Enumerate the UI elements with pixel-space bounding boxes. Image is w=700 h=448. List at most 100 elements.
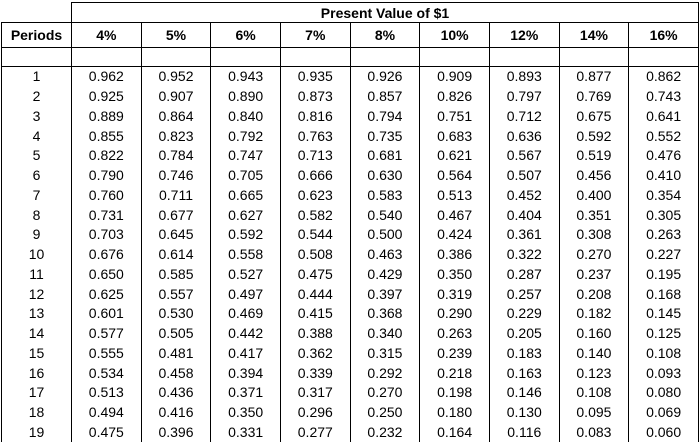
- value-cell: 0.823: [140, 126, 212, 146]
- data-row: 15 0.555 0.481 0.417 0.362 0.315 0.239 0.183 0.1…: [1, 343, 699, 364]
- value-cell: 0.394: [210, 363, 281, 383]
- value-cell: 0.592: [558, 126, 630, 146]
- period-cell: 8: [1, 205, 72, 225]
- empty-cell: [210, 47, 281, 67]
- value-cell: 0.623: [279, 185, 351, 206]
- value-cell: 0.257: [488, 284, 560, 304]
- value-cell: 0.080: [628, 383, 699, 403]
- value-cell: 0.250: [349, 402, 421, 423]
- value-cell: 0.388: [279, 323, 351, 344]
- value-cell: 0.290: [419, 304, 490, 324]
- value-cell: 0.108: [558, 383, 630, 403]
- header-cell: Periods: [1, 22, 72, 48]
- value-cell: 0.351: [558, 205, 630, 225]
- value-cell: 0.712: [488, 106, 560, 127]
- value-cell: 0.475: [279, 264, 351, 285]
- value-cell: 0.862: [628, 65, 699, 87]
- value-cell: 0.195: [628, 264, 699, 285]
- value-cell: 0.889: [71, 106, 142, 127]
- header-cell: 4%: [71, 22, 142, 48]
- data-row: 12 0.625 0.557 0.497 0.444 0.397 0.319 0.257 0.2…: [1, 284, 699, 304]
- value-cell: 0.666: [279, 165, 351, 186]
- value-cell: 0.108: [628, 343, 699, 364]
- value-cell: 0.855: [71, 126, 142, 146]
- period-cell: 3: [1, 106, 72, 127]
- value-cell: 0.497: [210, 284, 281, 304]
- value-cell: 0.415: [279, 304, 351, 324]
- value-cell: 0.840: [210, 106, 281, 127]
- value-cell: 0.339: [279, 363, 351, 383]
- value-cell: 0.557: [140, 284, 212, 304]
- value-cell: 0.319: [419, 284, 490, 304]
- value-cell: 0.400: [558, 185, 630, 206]
- empty-cell: [349, 47, 421, 67]
- value-cell: 0.361: [488, 225, 560, 245]
- data-row: 19 0.475 0.396 0.331 0.277 0.232 0.164 0.116 0.0…: [1, 422, 699, 443]
- value-cell: 0.270: [558, 244, 630, 265]
- value-cell: 0.180: [419, 402, 490, 423]
- value-cell: 0.208: [558, 284, 630, 304]
- value-cell: 0.305: [628, 205, 699, 225]
- value-cell: 0.743: [628, 86, 699, 107]
- value-cell: 0.296: [279, 402, 351, 423]
- value-cell: 0.555: [71, 343, 142, 364]
- value-cell: 0.751: [419, 106, 490, 127]
- value-cell: 0.263: [628, 225, 699, 245]
- value-cell: 0.444: [279, 284, 351, 304]
- data-row: 4 0.855 0.823 0.792 0.763 0.735 0.683 0.636 0.59…: [1, 126, 699, 146]
- value-cell: 0.935: [279, 65, 351, 87]
- value-cell: 0.703: [71, 225, 142, 245]
- empty-cell: [71, 47, 142, 67]
- value-cell: 0.350: [210, 402, 281, 423]
- value-cell: 0.229: [488, 304, 560, 324]
- value-cell: 0.564: [419, 165, 490, 186]
- data-row: 7 0.760 0.711 0.665 0.623 0.583 0.513 0.452 0.40…: [1, 185, 699, 206]
- value-cell: 0.145: [628, 304, 699, 324]
- value-cell: 0.397: [349, 284, 421, 304]
- value-cell: 0.890: [210, 86, 281, 107]
- period-cell: 18: [1, 402, 72, 423]
- value-cell: 0.163: [488, 363, 560, 383]
- value-cell: 0.416: [140, 402, 212, 423]
- value-cell: 0.183: [488, 343, 560, 364]
- value-cell: 0.270: [349, 383, 421, 403]
- value-cell: 0.481: [140, 343, 212, 364]
- header-cell: 10%: [419, 22, 490, 48]
- value-cell: 0.331: [210, 422, 281, 443]
- value-cell: 0.308: [558, 225, 630, 245]
- value-cell: 0.544: [279, 225, 351, 245]
- value-cell: 0.705: [210, 165, 281, 186]
- data-row: 8 0.731 0.677 0.627 0.582 0.540 0.467 0.404 0.35…: [1, 205, 699, 225]
- value-cell: 0.790: [71, 165, 142, 186]
- value-cell: 0.277: [279, 422, 351, 443]
- header-row: Periods 4% 5% 6% 7% 8% 10% 12% 14% 16%: [1, 22, 699, 48]
- value-cell: 0.746: [140, 165, 212, 186]
- value-cell: 0.354: [628, 185, 699, 206]
- empty-cell: [140, 47, 212, 67]
- value-cell: 0.711: [140, 185, 212, 206]
- data-row: 1 0.962 0.952 0.943 0.935 0.926 0.909 0.893 0.87…: [1, 65, 699, 87]
- value-cell: 0.069: [628, 402, 699, 423]
- period-cell: 2: [1, 86, 72, 107]
- empty-cell: [558, 47, 630, 67]
- value-cell: 0.794: [349, 106, 421, 127]
- value-cell: 0.601: [71, 304, 142, 324]
- header-cell: 14%: [558, 22, 630, 48]
- period-cell: 11: [1, 264, 72, 285]
- data-row: 16 0.534 0.458 0.394 0.339 0.292 0.218 0.163 0.1…: [1, 363, 699, 383]
- value-cell: 0.577: [71, 323, 142, 344]
- value-cell: 0.452: [488, 185, 560, 206]
- value-cell: 0.362: [279, 343, 351, 364]
- value-cell: 0.292: [349, 363, 421, 383]
- value-cell: 0.677: [140, 205, 212, 225]
- header-cell: 7%: [279, 22, 351, 48]
- value-cell: 0.625: [71, 284, 142, 304]
- value-cell: 0.925: [71, 86, 142, 107]
- value-cell: 0.636: [488, 126, 560, 146]
- value-cell: 0.650: [71, 264, 142, 285]
- value-cell: 0.769: [558, 86, 630, 107]
- data-row: 10 0.676 0.614 0.558 0.508 0.463 0.386 0.322 0.2…: [1, 244, 699, 265]
- value-cell: 0.340: [349, 323, 421, 344]
